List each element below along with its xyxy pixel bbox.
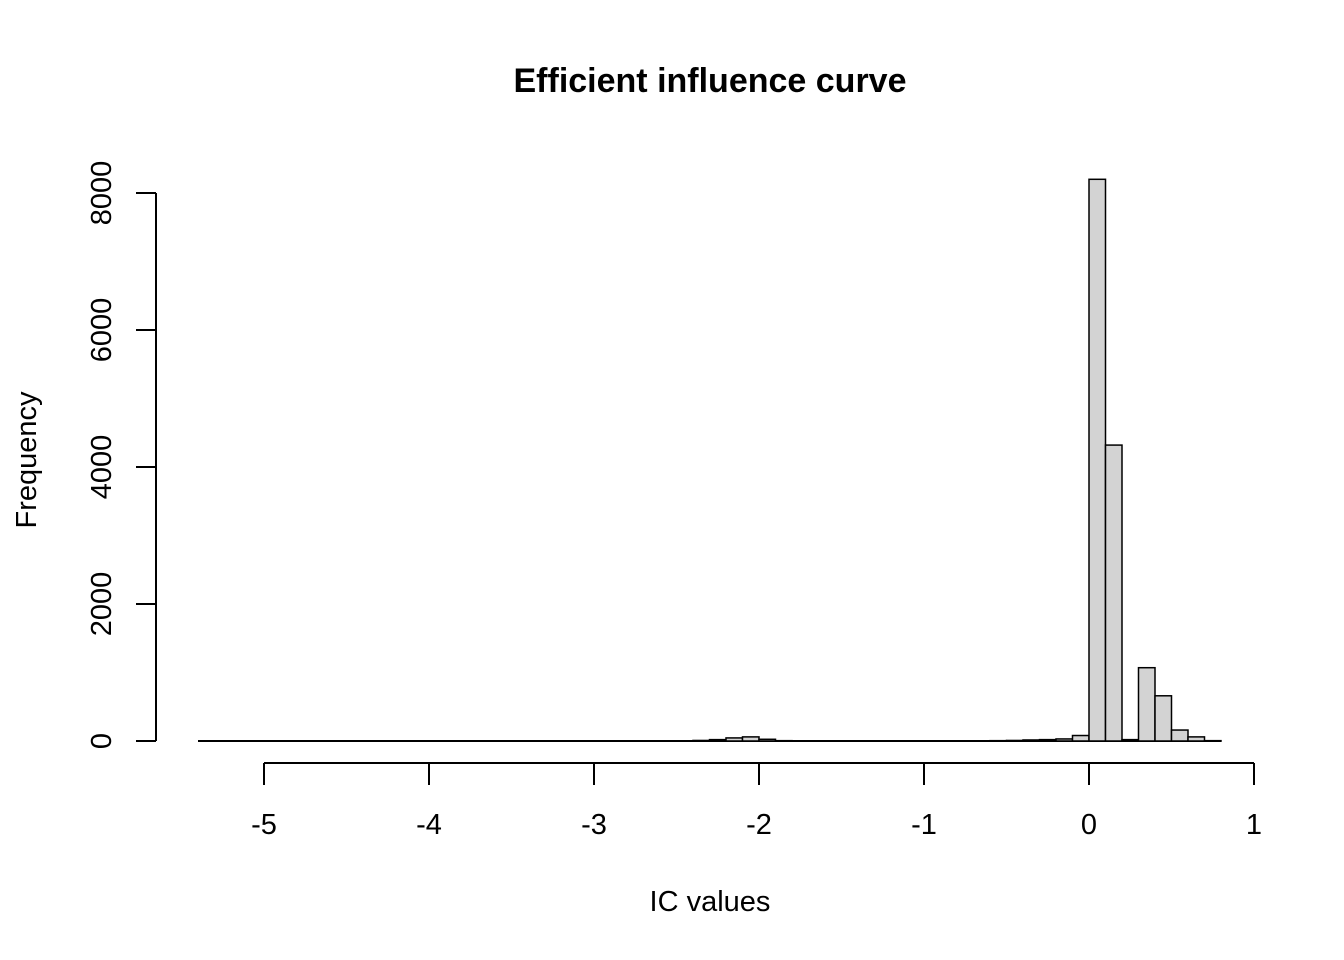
y-axis: 0 2000 4000 6000 8000 (86, 161, 157, 749)
histogram-bar (1022, 739, 1041, 742)
histogram-bar (741, 736, 760, 742)
y-tick-label: 2000 (86, 572, 118, 637)
histogram-bar (1154, 695, 1173, 742)
histogram-bar (1104, 444, 1123, 742)
x-axis: -5 -4 -3 -2 -1 0 1 (251, 762, 1262, 841)
histogram-bar (758, 738, 777, 742)
histogram-bar (1071, 734, 1090, 742)
chart-title: Efficient influence curve (514, 62, 907, 100)
histogram-bar (1055, 738, 1074, 742)
x-tick-label: 0 (1081, 809, 1097, 841)
y-tick-label: 8000 (86, 161, 118, 226)
x-tick-label: -2 (746, 809, 772, 841)
bars-group (198, 178, 1222, 742)
x-tick-label: -3 (581, 809, 607, 841)
histogram-bar (1170, 729, 1189, 742)
histogram-bar (692, 739, 711, 742)
histogram-bar (774, 739, 793, 742)
y-tick-label: 6000 (86, 298, 118, 363)
histogram-bar (725, 737, 744, 742)
y-tick-label: 0 (86, 733, 118, 749)
y-axis-label: Frequency (11, 391, 43, 529)
histogram-bar (708, 738, 727, 742)
y-tick-label: 4000 (86, 435, 118, 500)
histogram-bar (1203, 739, 1222, 742)
x-tick-label: 1 (1246, 809, 1262, 841)
histogram-bar (1137, 666, 1156, 742)
histogram-bar (1005, 739, 1024, 742)
x-tick-label: -4 (416, 809, 442, 841)
histogram-bar (1187, 736, 1206, 742)
histogram-bar (1038, 738, 1057, 742)
histogram-bar (989, 739, 1008, 742)
x-tick-label: -1 (911, 809, 937, 841)
histogram-bar (1088, 178, 1107, 742)
x-tick-label: -5 (251, 809, 277, 841)
histogram-bar (1121, 738, 1140, 742)
x-axis-label: IC values (650, 886, 771, 918)
